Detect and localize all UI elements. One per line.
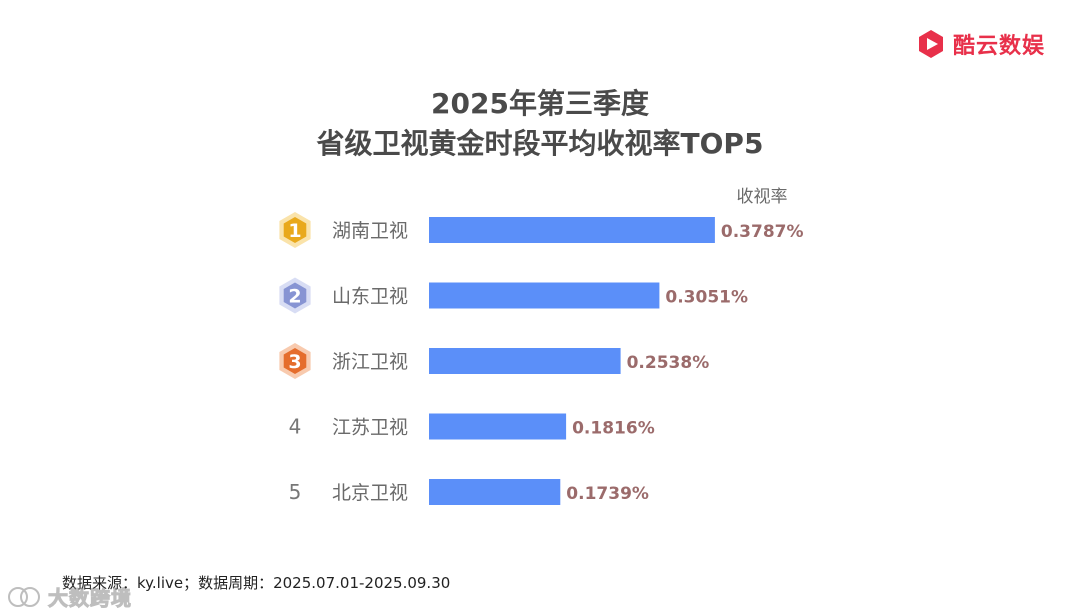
title-line-1: 2025年第三季度	[431, 87, 649, 120]
data-label: 0.3787%	[721, 222, 804, 242]
category-label: 浙江卫视	[332, 351, 408, 373]
rank-number: 3	[288, 351, 301, 373]
bar	[429, 413, 567, 440]
bar	[429, 479, 561, 505]
data-label: 0.3051%	[665, 288, 748, 308]
category-label: 江苏卫视	[332, 417, 408, 439]
rank-number: 1	[288, 220, 301, 242]
category-label: 北京卫视	[332, 482, 408, 504]
watermark-icon	[8, 586, 40, 607]
rank-number: 4	[289, 415, 302, 439]
data-label: 0.2538%	[627, 353, 710, 373]
chart-title: 2025年第三季度 省级卫视黄金时段平均收视率TOP5	[0, 84, 1080, 164]
rank-number: 5	[289, 480, 302, 504]
watermark-text: 大数跨境	[48, 586, 132, 611]
watermark: 大数跨境	[6, 582, 132, 611]
category-label: 湖南卫视	[332, 220, 408, 242]
rank-badge-icon	[283, 282, 307, 309]
bar	[429, 282, 660, 309]
value-axis-label: 收视率	[737, 187, 788, 207]
data-label: 0.1816%	[572, 419, 655, 439]
rank-badge-icon	[283, 217, 307, 243]
data-label: 0.1739%	[566, 484, 649, 504]
brand-logo: 酷云数娱	[917, 28, 1045, 60]
brand-name: 酷云数娱	[953, 34, 1046, 59]
title-line-2: 省级卫视黄金时段平均收视率TOP5	[316, 127, 764, 160]
bar	[429, 217, 715, 243]
play-icon	[919, 30, 943, 58]
rank-badge-icon	[283, 348, 307, 374]
source-note: 数据来源：ky.live；数据周期：2025.07.01-2025.09.30	[62, 574, 451, 592]
category-label: 山东卫视	[332, 286, 408, 308]
bar	[429, 348, 621, 374]
rank-number: 2	[288, 286, 301, 308]
bar-chart: 收视率 1 湖南卫视 0.3787% 2 山东卫视 0.3051% 3 浙江卫视 0.2538% 4…	[279, 187, 804, 505]
